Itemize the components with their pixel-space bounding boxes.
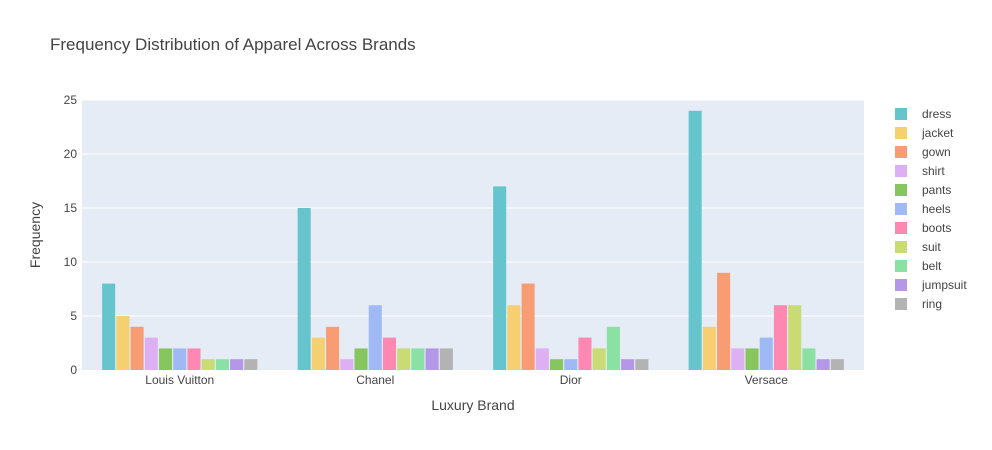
legend-item-jumpsuit[interactable]: jumpsuit [895, 278, 967, 292]
bar-dress-chanel[interactable] [297, 208, 311, 370]
bar-jacket-louis-vuitton[interactable] [116, 316, 130, 370]
y-tick-label: 0 [70, 363, 77, 377]
legend-swatch [895, 203, 907, 215]
bar-dress-versace[interactable] [688, 110, 702, 371]
bar-gown-dior[interactable] [521, 283, 535, 370]
bar-jacket-versace[interactable] [702, 326, 716, 370]
legend-swatch [895, 241, 907, 253]
bar-shirt-dior[interactable] [535, 348, 549, 370]
bar-pants-louis-vuitton[interactable] [158, 348, 173, 370]
bars [102, 110, 844, 371]
bar-suit-versace[interactable] [788, 305, 802, 370]
bar-suit-louis-vuitton[interactable] [201, 359, 215, 370]
legend-label: dress [922, 107, 951, 121]
y-axis-label: Frequency [27, 202, 43, 268]
bar-jumpsuit-versace[interactable] [816, 359, 830, 370]
legend-label: suit [922, 240, 941, 254]
legend-swatch [895, 165, 907, 177]
legend-item-dress[interactable]: dress [895, 107, 951, 121]
legend-swatch [895, 146, 907, 158]
bar-boots-versace[interactable] [773, 305, 788, 370]
y-tick-label: 15 [64, 201, 78, 215]
bar-suit-chanel[interactable] [397, 348, 411, 370]
legend-label: jumpsuit [921, 278, 967, 292]
x-axis-label: Luxury Brand [431, 397, 514, 413]
legend-swatch [895, 222, 907, 234]
bar-shirt-louis-vuitton[interactable] [144, 337, 158, 370]
bar-suit-dior[interactable] [592, 348, 606, 370]
bar-ring-chanel[interactable] [439, 348, 453, 370]
legend-item-shirt[interactable]: shirt [895, 164, 945, 178]
bar-jumpsuit-chanel[interactable] [425, 348, 439, 370]
plot-area [82, 100, 864, 370]
chart-title: Frequency Distribution of Apparel Across… [50, 35, 416, 54]
bar-belt-dior[interactable] [606, 326, 620, 370]
bar-pants-dior[interactable] [549, 359, 564, 370]
bar-jacket-dior[interactable] [507, 305, 521, 370]
bar-gown-chanel[interactable] [326, 326, 340, 370]
legend-item-belt[interactable]: belt [895, 259, 942, 273]
legend-swatch [895, 127, 907, 139]
legend-item-pants[interactable]: pants [895, 183, 951, 197]
bar-dress-louis-vuitton[interactable] [102, 283, 116, 370]
legend-item-suit[interactable]: suit [895, 240, 941, 254]
bar-ring-louis-vuitton[interactable] [244, 359, 258, 370]
bar-heels-dior[interactable] [564, 359, 578, 370]
bar-belt-louis-vuitton[interactable] [215, 359, 229, 370]
bar-pants-chanel[interactable] [354, 348, 368, 370]
legend-item-boots[interactable]: boots [895, 221, 951, 235]
bar-gown-louis-vuitton[interactable] [130, 326, 144, 370]
legend-swatch [895, 279, 907, 291]
x-axis-ticks: Louis Vuitton Chanel Dior Versace [145, 373, 788, 387]
bar-shirt-versace[interactable] [731, 348, 745, 370]
legend: dress jacket gown shirt pants heels boots suit b… [895, 107, 967, 311]
bar-dress-dior[interactable] [493, 186, 507, 370]
bar-ring-versace[interactable] [830, 359, 844, 370]
bar-belt-chanel[interactable] [411, 348, 425, 370]
bar-heels-louis-vuitton[interactable] [173, 348, 187, 370]
legend-label: jacket [921, 126, 954, 140]
y-tick-label: 25 [64, 93, 78, 107]
legend-item-jacket[interactable]: jacket [895, 126, 954, 140]
bar-heels-versace[interactable] [759, 337, 773, 370]
y-tick-label: 5 [70, 309, 77, 323]
bar-boots-chanel[interactable] [382, 337, 397, 370]
bar-jumpsuit-louis-vuitton[interactable] [230, 359, 244, 370]
legend-label: pants [922, 183, 951, 197]
bar-jumpsuit-dior[interactable] [621, 359, 635, 370]
x-tick-label: Chanel [356, 373, 394, 387]
bar-jacket-chanel[interactable] [311, 337, 325, 370]
x-tick-label: Dior [560, 373, 582, 387]
bar-boots-dior[interactable] [578, 337, 592, 370]
legend-swatch [895, 108, 907, 120]
legend-label: ring [922, 297, 942, 311]
legend-label: boots [922, 221, 951, 235]
y-tick-label: 10 [64, 255, 78, 269]
bar-shirt-chanel[interactable] [340, 359, 354, 370]
legend-label: heels [922, 202, 951, 216]
legend-swatch [895, 260, 907, 272]
bar-gown-versace[interactable] [717, 272, 731, 370]
x-tick-label: Versace [745, 373, 789, 387]
bar-pants-versace[interactable] [745, 348, 759, 370]
bar-boots-louis-vuitton[interactable] [187, 348, 201, 370]
gridlines [82, 99, 864, 317]
legend-item-gown[interactable]: gown [895, 145, 951, 159]
bar-heels-chanel[interactable] [368, 305, 382, 370]
y-tick-label: 20 [64, 147, 78, 161]
legend-label: belt [922, 259, 942, 273]
legend-item-ring[interactable]: ring [895, 297, 942, 311]
bar-ring-dior[interactable] [635, 359, 649, 370]
legend-label: gown [922, 145, 951, 159]
bar-belt-versace[interactable] [802, 348, 816, 370]
legend-swatch [895, 184, 907, 196]
x-tick-label: Louis Vuitton [145, 373, 214, 387]
legend-label: shirt [922, 164, 945, 178]
legend-swatch [895, 298, 907, 310]
legend-item-heels[interactable]: heels [895, 202, 951, 216]
y-axis-ticks: 0 5 10 15 20 25 [64, 93, 78, 377]
